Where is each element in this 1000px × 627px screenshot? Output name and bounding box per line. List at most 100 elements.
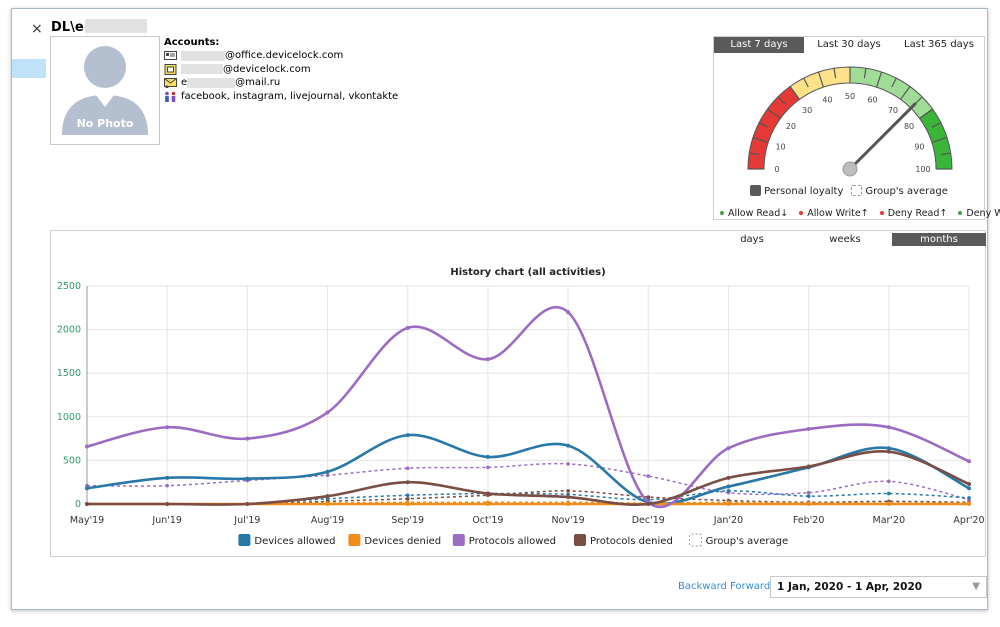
data-point-protocols-allowed <box>165 425 170 430</box>
data-point-protocols-allowed <box>806 427 811 432</box>
gauge-tick-label: 80 <box>904 122 914 131</box>
gauge-tick-label: 70 <box>888 106 898 115</box>
status-dot <box>799 211 804 215</box>
gauge-tick <box>863 68 867 79</box>
tab-weeks[interactable]: weeks <box>829 234 861 245</box>
gauge-tick <box>900 86 911 100</box>
gauge-tick <box>940 152 951 156</box>
data-point-protocols-allowed <box>967 459 971 464</box>
legend-swatch-protocols-allowed[interactable] <box>452 534 465 546</box>
data-point-protocols-denied <box>245 502 250 506</box>
gauge-band-yellow <box>789 66 851 101</box>
x-tick-label: May'19 <box>70 515 104 526</box>
granularity-tabs: days weeks months <box>51 231 986 246</box>
data-point-protocols-allowed <box>566 310 571 315</box>
legend-personal-loyalty[interactable]: Personal loyalty <box>750 185 843 197</box>
account-item-social[interactable]: facebook, instagram, livejournal, vkonta… <box>164 90 398 104</box>
group-average-line <box>87 490 970 505</box>
y-tick-label: 2500 <box>57 281 81 292</box>
data-point-protocols-allowed <box>325 410 330 415</box>
x-tick-label: Feb'20 <box>793 515 825 526</box>
status-dot <box>720 211 724 215</box>
rule-indicators: Allow Read↓ Allow Write↑ Deny Read↑ Deny… <box>720 208 1000 219</box>
tab-months[interactable]: months <box>892 233 986 246</box>
legend-swatch-devices-allowed[interactable] <box>238 534 251 546</box>
redacted-account <box>187 77 236 88</box>
group-average-point <box>646 495 651 499</box>
chevron-down-icon: ▼ <box>972 581 980 592</box>
legend-label-protocols-denied[interactable]: Protocols denied <box>590 536 673 547</box>
gauge-tick-label: 50 <box>845 92 855 101</box>
group-average-point <box>887 479 891 484</box>
legend-label-protocols-allowed[interactable]: Protocols allowed <box>469 536 556 547</box>
account-item-devicelock[interactable]: @devicelock.com <box>164 63 398 77</box>
redacted-name <box>84 19 147 33</box>
group-average-line <box>86 462 970 501</box>
legend-swatch-group-s-average[interactable] <box>689 533 703 547</box>
tab-last-7-days[interactable]: Last 7 days <box>714 37 804 53</box>
legend-swatch-protocols-denied[interactable] <box>574 534 586 546</box>
data-point-protocols-allowed <box>245 436 250 441</box>
gauge-tick-label: 20 <box>786 122 796 131</box>
data-point-devices-denied <box>485 502 490 506</box>
data-point-devices-allowed <box>85 486 89 491</box>
accounts-list: Accounts: @office.devicelock.com @device… <box>164 37 398 103</box>
legend-label-group-s-average[interactable]: Group's average <box>706 536 789 547</box>
group-average-point <box>325 473 330 478</box>
tab-last-30-days[interactable]: Last 30 days <box>817 39 881 50</box>
gauge-tick <box>876 71 883 88</box>
data-point-protocols-denied <box>405 480 410 485</box>
data-point-protocols-denied <box>646 502 651 506</box>
gauge-tick <box>919 108 933 119</box>
data-point-protocols-denied <box>886 449 891 454</box>
status-dot <box>879 211 884 215</box>
person-silhouette-icon <box>62 46 148 135</box>
data-point-protocols-denied <box>566 495 571 500</box>
gauge-tick-label: 30 <box>802 106 812 115</box>
forward-link[interactable]: Forward <box>730 581 771 592</box>
data-point-devices-allowed <box>405 433 410 438</box>
account-item-office[interactable]: @office.devicelock.com <box>164 49 398 63</box>
close-icon[interactable]: × <box>31 21 43 37</box>
close-button[interactable]: × <box>31 21 43 37</box>
sidebar-selected-item[interactable] <box>12 59 46 78</box>
data-point-devices-allowed <box>165 475 170 480</box>
data-point-protocols-allowed <box>85 444 89 449</box>
gauge-legend: Personal loyalty Group's average <box>714 185 984 197</box>
gauge-tick <box>914 96 923 105</box>
legend-label-devices-denied[interactable]: Devices denied <box>364 536 441 547</box>
legend-label-devices-allowed[interactable]: Devices allowed <box>254 536 335 547</box>
period-tabs: Last 7 days Last 30 days Last 365 days <box>714 37 984 53</box>
data-point-devices-allowed <box>325 469 330 474</box>
account-item-mail[interactable]: e @mail.ru <box>164 76 398 90</box>
series-line-devices-allowed <box>86 433 970 506</box>
y-tick-label: 0 <box>75 499 81 510</box>
date-range-select[interactable]: 1 Jan, 2020 - 1 Apr, 2020 ▼ <box>770 576 987 598</box>
data-point-protocols-allowed <box>726 446 731 451</box>
gauge-tick-label: 60 <box>867 96 877 105</box>
accounts-heading: Accounts: <box>164 37 220 48</box>
rule-allow-read: Allow Read↓ <box>720 208 792 219</box>
backward-link[interactable]: Backward <box>678 581 727 592</box>
gauge-tick-label: 10 <box>775 142 785 151</box>
sim-card-icon <box>164 63 177 75</box>
legend-group-average[interactable]: Group's average <box>851 185 948 197</box>
data-point-protocols-denied <box>726 475 731 480</box>
data-point-devices-denied <box>886 502 891 506</box>
x-tick-label: Sep'19 <box>391 515 424 526</box>
data-point-devices-denied <box>325 502 330 506</box>
group-average-point <box>405 496 410 501</box>
people-icon <box>165 91 176 102</box>
data-point-devices-allowed <box>726 484 731 489</box>
tab-days[interactable]: days <box>740 234 764 245</box>
gauge-tick <box>931 122 942 128</box>
data-point-devices-allowed <box>566 443 571 448</box>
gauge-tick <box>749 152 760 156</box>
data-point-protocols-allowed <box>886 425 891 430</box>
data-point-devices-denied <box>726 502 731 506</box>
gauge-tick <box>833 68 837 79</box>
legend-swatch-devices-denied[interactable] <box>348 534 361 546</box>
tab-last-365-days[interactable]: Last 365 days <box>904 39 974 50</box>
group-average-point <box>566 489 570 493</box>
group-average-point <box>806 490 811 495</box>
